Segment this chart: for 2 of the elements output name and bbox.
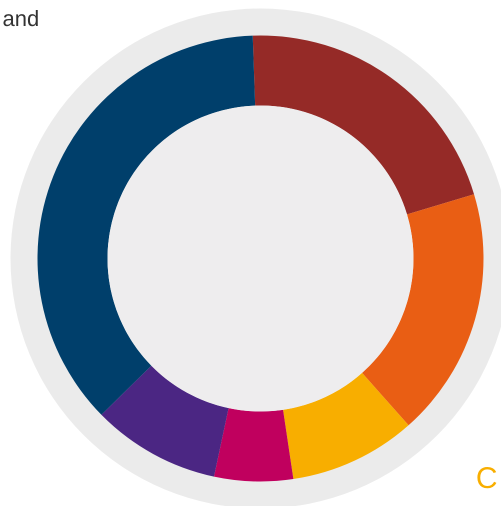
- text: C: [476, 462, 498, 495]
- text: and: [2, 6, 40, 31]
